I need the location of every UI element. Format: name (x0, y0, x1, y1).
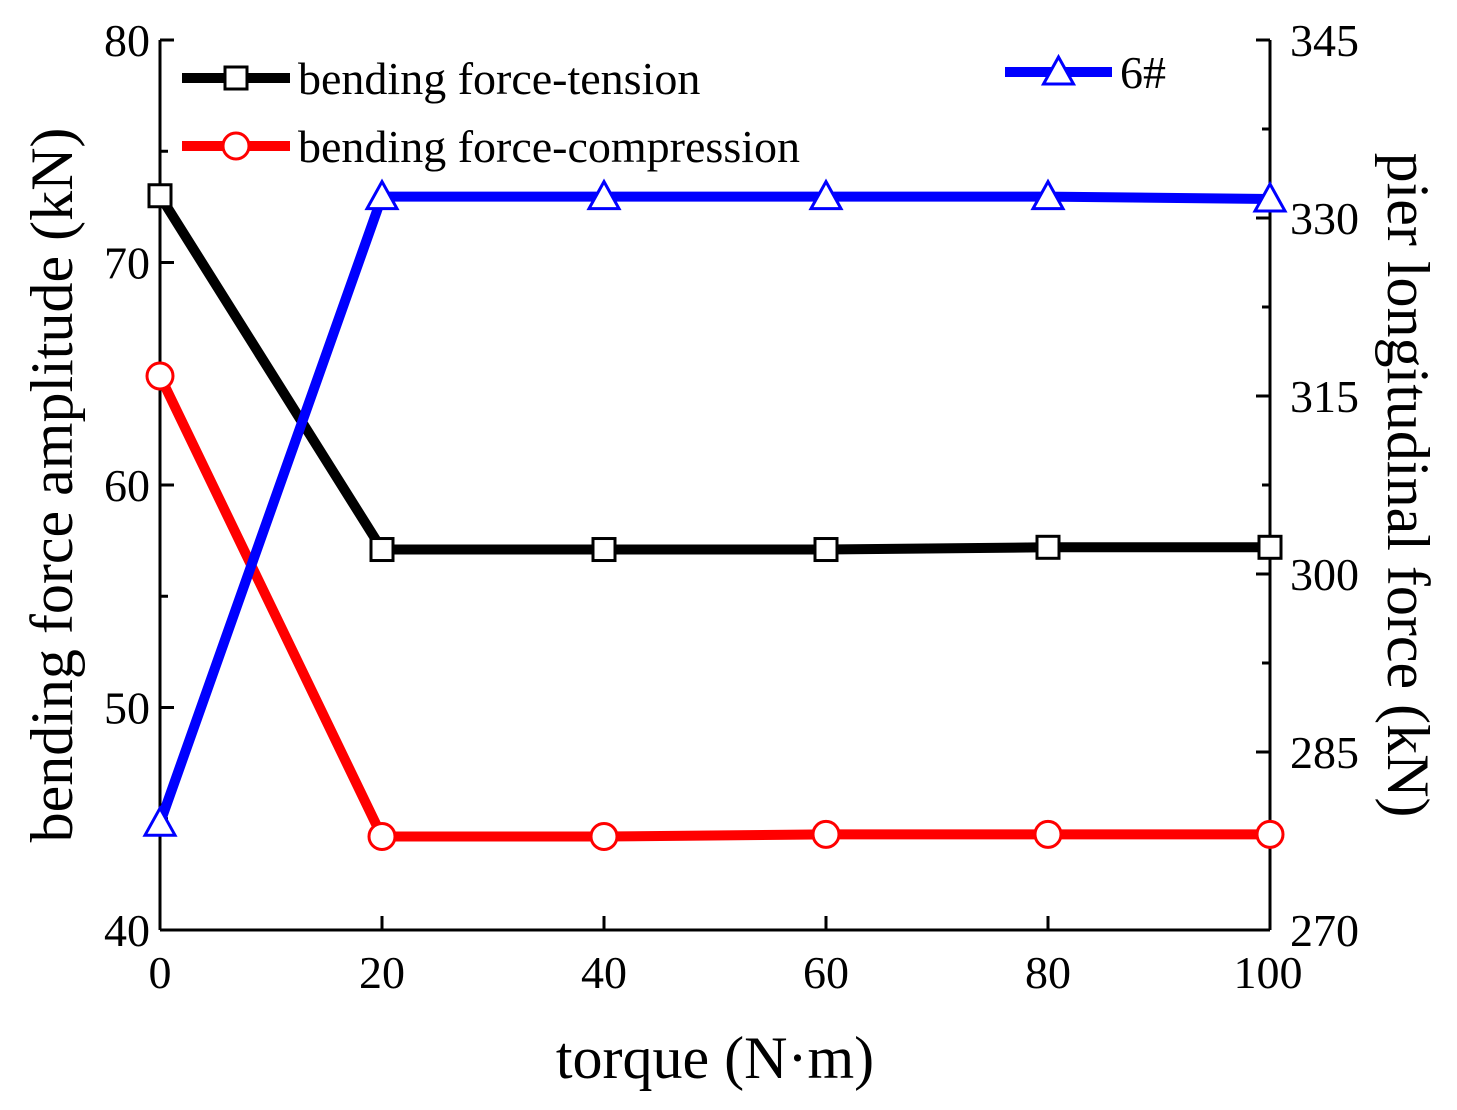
data-point (145, 361, 175, 391)
series-line (155, 191, 1271, 825)
y2-tick-label: 285 (1290, 727, 1359, 778)
y-axis-title: bending force amplitude (kN) (19, 128, 85, 843)
x-tick-label: 80 (1025, 947, 1071, 998)
series-layer (142, 178, 1288, 852)
data-point (1257, 534, 1283, 560)
x-tick-label: 0 (149, 947, 172, 998)
y2-tick-label: 270 (1290, 905, 1359, 956)
data-point (808, 178, 844, 211)
y-tick-label: 50 (104, 683, 150, 734)
legend-marker (221, 131, 251, 161)
data-point (813, 537, 839, 563)
x-axis-title: torque (N·m) (556, 1025, 874, 1091)
data-point (1030, 178, 1066, 211)
data-point (591, 537, 617, 563)
legend-marker (1040, 53, 1077, 86)
y2-tick-label: 300 (1290, 549, 1359, 600)
data-point (147, 183, 173, 209)
legend-entry: 6# (1005, 47, 1166, 98)
legend-label: bending force-compression (298, 121, 800, 172)
data-point (811, 819, 841, 849)
data-point (364, 178, 400, 211)
legend-label: bending force-tension (298, 53, 700, 104)
x-tick-label: 60 (803, 947, 849, 998)
y-tick-label: 70 (104, 238, 150, 289)
x-tick-label: 100 (1234, 947, 1303, 998)
legend-entry: bending force-compression (182, 121, 800, 172)
series-6 (142, 178, 1288, 837)
y-tick-label: 40 (104, 905, 150, 956)
y2-axis-title: pier longitudinal force (kN) (1375, 153, 1441, 818)
series-line (155, 373, 1270, 842)
legend-marker (223, 65, 249, 91)
data-point (1035, 534, 1061, 560)
data-point (1255, 819, 1285, 849)
data-point (1252, 180, 1288, 213)
axis-ticks: 0 20 40 60 80 100 40 50 60 70 80 270 285 300 315 330 345 (104, 15, 1359, 998)
y2-tick-label: 345 (1290, 15, 1359, 66)
data-point (589, 822, 619, 852)
data-point (369, 537, 395, 563)
y2-tick-label: 315 (1290, 371, 1359, 422)
series-line (155, 193, 1270, 555)
legend: bending force-tension bending force-compr… (182, 47, 1166, 172)
data-point (142, 805, 178, 837)
series-bending-force-tension (147, 183, 1283, 563)
series-bending-force-compression (145, 361, 1285, 852)
y-tick-label: 80 (104, 15, 150, 66)
plot-frame (158, 40, 1272, 932)
legend-label: 6# (1120, 47, 1166, 98)
data-point (367, 822, 397, 852)
legend-entry: bending force-tension (182, 53, 700, 104)
y2-tick-label: 330 (1290, 193, 1359, 244)
x-tick-label: 20 (359, 947, 405, 998)
y-tick-label: 60 (104, 460, 150, 511)
x-tick-label: 40 (581, 947, 627, 998)
data-point (586, 178, 622, 211)
data-point (1033, 819, 1063, 849)
